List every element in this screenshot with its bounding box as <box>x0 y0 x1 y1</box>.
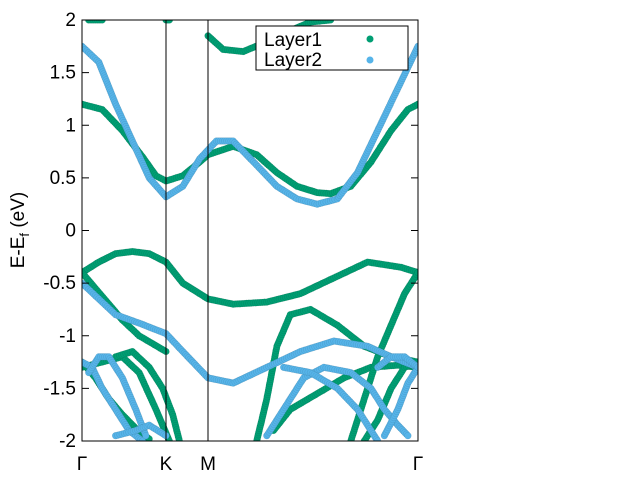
y-axis-label: E-Ef (eV) <box>8 192 32 269</box>
y-tick-label-2: 1 <box>65 115 76 136</box>
legend-marker-layer1 <box>366 35 374 43</box>
y-tick-label-5: -0.5 <box>43 273 76 294</box>
y-tick-label-7: -1.5 <box>43 378 76 399</box>
x-tick-label-0: Γ <box>77 454 87 475</box>
point-layer1-b0-196 <box>414 100 418 108</box>
y-tick-label-4: 0 <box>65 221 76 242</box>
legend-label-layer2: Layer2 <box>264 50 322 71</box>
y-tick-label-3: 0.5 <box>50 168 76 189</box>
data-points <box>82 20 418 441</box>
series-layer1 <box>82 20 418 441</box>
y-tick-label-0: 2 <box>65 10 76 31</box>
point-layer2-b8-22 <box>414 363 418 371</box>
legend-marker-layer2 <box>366 56 374 64</box>
point-layer2-b2-54 <box>142 432 150 440</box>
legend-box <box>255 25 409 71</box>
point-layer1-b5-54 <box>175 437 184 441</box>
x-tick-label-3: Γ <box>413 454 423 475</box>
y-axis: 2 1.5 1 0.5 0 -0.5 -1 -1.5 -2 <box>43 10 418 452</box>
y-tick-label-1: 1.5 <box>50 63 76 84</box>
point-layer2-b0-257 <box>414 42 418 50</box>
y-axis-label-main: E-E <box>8 237 29 269</box>
x-tick-label-1: K <box>160 454 173 475</box>
y-axis-label-unit: (eV) <box>8 192 29 233</box>
y-axis-label-subscript: f <box>17 233 32 237</box>
point-layer2-b6-56 <box>374 437 382 441</box>
y-tick-label-6: -1 <box>59 326 76 347</box>
legend: Layer1 Layer2 <box>255 25 409 71</box>
series-layer2 <box>82 42 418 441</box>
high-symmetry-lines <box>165 20 209 441</box>
point-layer2-b5-92 <box>404 432 412 440</box>
x-tick-label-2: M <box>200 454 216 475</box>
legend-label-layer1: Layer1 <box>264 30 322 51</box>
y-tick-label-8: -2 <box>59 431 76 452</box>
point-layer1-b8-83 <box>414 268 418 277</box>
